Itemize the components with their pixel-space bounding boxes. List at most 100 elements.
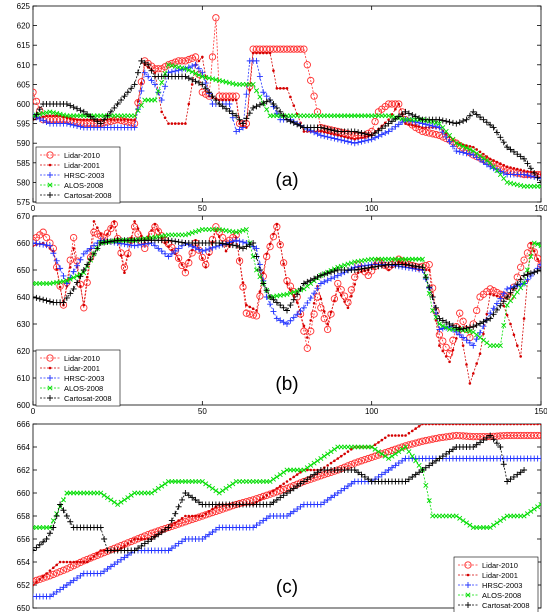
data-point — [382, 130, 389, 137]
data-point — [40, 296, 47, 303]
data-point — [522, 317, 526, 320]
data-point — [189, 63, 196, 70]
data-point — [313, 108, 322, 116]
data-point — [80, 108, 87, 115]
data-point — [344, 483, 351, 490]
data-point — [68, 560, 72, 564]
data-point — [355, 266, 362, 273]
data-point — [529, 241, 533, 245]
panel-c-label: (c) — [276, 577, 298, 598]
data-point — [387, 268, 390, 272]
data-point — [453, 140, 459, 146]
data-point — [416, 263, 423, 270]
data-point — [33, 294, 36, 300]
data-point — [501, 322, 507, 328]
data-point — [195, 79, 202, 86]
data-point — [358, 130, 365, 137]
data-point — [107, 238, 114, 245]
data-point — [211, 507, 214, 511]
data-point — [382, 122, 389, 129]
data-point — [157, 229, 160, 232]
data-point — [378, 262, 385, 269]
data-point — [500, 461, 507, 468]
data-point — [278, 484, 282, 488]
data-point — [43, 536, 50, 542]
data-point — [483, 434, 490, 441]
data-point — [436, 326, 443, 333]
data-point — [485, 155, 489, 158]
data-point — [507, 476, 514, 483]
data-point — [56, 568, 64, 576]
legend-marker-lidar2001 — [48, 366, 52, 370]
data-point — [130, 223, 139, 231]
panel-c-ytick-label: 654 — [17, 558, 31, 567]
data-point — [409, 473, 416, 480]
data-point — [60, 507, 67, 514]
data-point — [175, 245, 182, 252]
data-point — [56, 282, 64, 290]
data-point — [346, 136, 350, 140]
data-point — [77, 107, 84, 114]
data-point — [145, 73, 152, 80]
data-point — [294, 121, 301, 128]
data-point — [312, 468, 316, 472]
data-point — [173, 521, 177, 525]
data-point — [531, 269, 538, 276]
data-point — [226, 108, 233, 115]
data-point — [378, 471, 385, 478]
data-point — [223, 105, 230, 112]
data-point — [323, 325, 332, 334]
data-point — [480, 318, 487, 325]
data-point — [431, 424, 434, 426]
legend-marker-cartosat2008 — [47, 395, 53, 401]
data-point — [435, 131, 444, 140]
data-point — [178, 57, 186, 65]
data-point — [70, 122, 77, 129]
data-point — [84, 248, 91, 255]
panel-a-ytick-label: 625 — [17, 2, 31, 11]
data-point — [179, 538, 186, 545]
data-point — [82, 560, 86, 564]
data-point — [42, 233, 51, 242]
data-point — [466, 339, 473, 346]
data-point — [300, 280, 307, 287]
data-point — [474, 150, 480, 156]
data-point — [491, 522, 497, 528]
data-point — [80, 250, 87, 257]
data-point — [470, 329, 476, 335]
series-alos2008 — [33, 62, 541, 189]
data-point — [372, 446, 378, 452]
data-point — [412, 263, 419, 270]
data-point — [463, 150, 470, 157]
data-point — [53, 588, 60, 595]
data-point — [177, 519, 180, 522]
data-point — [277, 472, 283, 478]
legend-label-lidar2010: Lidar-2010 — [64, 151, 100, 160]
data-point — [256, 267, 263, 273]
data-point — [402, 108, 409, 115]
data-point — [538, 261, 541, 268]
data-point — [101, 568, 108, 575]
data-point — [256, 519, 263, 526]
panel-c-ytick-label: 660 — [17, 489, 31, 498]
data-point — [63, 582, 70, 588]
data-point — [273, 315, 280, 322]
data-point — [70, 104, 77, 111]
data-point — [445, 432, 454, 441]
data-point — [102, 549, 106, 552]
data-point — [314, 274, 321, 281]
data-point — [390, 434, 394, 437]
data-point — [331, 135, 338, 142]
data-point — [300, 45, 308, 53]
data-point — [492, 159, 495, 162]
data-point — [531, 506, 537, 512]
data-point — [314, 130, 321, 137]
panel-c-ytick-label: 662 — [17, 466, 31, 475]
data-point — [517, 276, 524, 283]
data-point — [347, 286, 355, 294]
data-point — [339, 454, 343, 458]
data-point — [385, 120, 392, 127]
data-point — [514, 151, 521, 158]
data-point — [331, 446, 337, 452]
data-point — [185, 516, 193, 525]
